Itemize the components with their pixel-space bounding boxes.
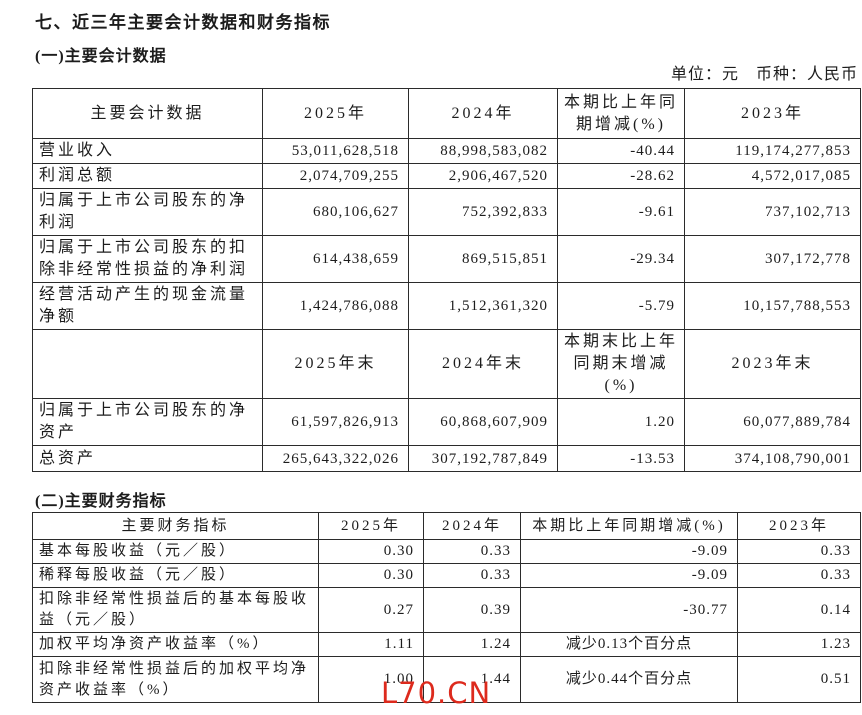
cell-2024: 88,998,583,082: [408, 138, 558, 164]
cell-2024: 0.39: [423, 587, 521, 633]
page-title: 七、近三年主要会计数据和财务指标: [35, 13, 331, 32]
cell-2024: 1.24: [423, 632, 521, 657]
cell-2025: 53,011,628,518: [262, 138, 409, 164]
section2-heading: (二)主要财务指标: [35, 493, 167, 510]
cell-2023: 1.23: [737, 632, 861, 657]
cell-change: -9.61: [557, 188, 685, 236]
cell-2024: 752,392,833: [408, 188, 558, 236]
cell-2025: 265,643,322,026: [262, 445, 409, 472]
table-row: 归属于上市公司股东的净利润 680,106,627 752,392,833 -9…: [32, 188, 861, 236]
cell-2023: 4,572,017,085: [684, 163, 861, 189]
cell-2025: 0.30: [318, 539, 424, 564]
cell-2023: 307,172,778: [684, 235, 861, 283]
table-row: 扣除非经常性损益后的加权平均净资产收益率（%） 1.00 1.44 减少0.44…: [32, 656, 861, 703]
table-row: 归属于上市公司股东的扣除非经常性损益的净利润 614,438,659 869,5…: [32, 235, 861, 283]
watermark-text: L70.CN: [381, 676, 492, 710]
row-label: 加权平均净资产收益率（%）: [32, 632, 319, 657]
cell-2024: 1,512,361,320: [408, 282, 558, 330]
cell-2023: 60,077,889,784: [684, 398, 861, 446]
cell-2025: 614,438,659: [262, 235, 409, 283]
row-label: 总资产: [32, 445, 263, 472]
column-header: 本期比上年同期增减(%): [520, 512, 738, 540]
column-header: 本期末比上年同期末增减(%): [557, 329, 685, 399]
cell-2024: 0.33: [423, 563, 521, 588]
cell-2025: 1.00: [318, 656, 424, 703]
accounting-data-table: 主要会计数据 2025年 2024年 本期比上年同期增减(%) 2023年 营业…: [32, 88, 861, 472]
table-row: 归属于上市公司股东的净资产 61,597,826,913 60,868,607,…: [32, 398, 861, 446]
cell-change: -30.77: [520, 587, 738, 633]
cell-2024: 1.44: [423, 656, 521, 703]
cell-2024: 869,515,851: [408, 235, 558, 283]
cell-2024: 307,192,787,849: [408, 445, 558, 472]
column-header: 2025年: [262, 88, 409, 139]
column-header: 主要会计数据: [32, 88, 263, 139]
table-row: 总资产 265,643,322,026 307,192,787,849 -13.…: [32, 445, 861, 472]
table-subheader-row: 2025年末 2024年末 本期末比上年同期末增减(%) 2023年末: [32, 329, 861, 399]
cell-2023: 119,174,277,853: [684, 138, 861, 164]
cell-2025: 1,424,786,088: [262, 282, 409, 330]
cell-change: 减少0.44个百分点: [520, 656, 738, 703]
cell-2024: 2,906,467,520: [408, 163, 558, 189]
cell-change: -28.62: [557, 163, 685, 189]
row-label: 营业收入: [32, 138, 263, 164]
table-row: 利润总额 2,074,709,255 2,906,467,520 -28.62 …: [32, 163, 861, 189]
financial-indicators-table: 主要财务指标 2025年 2024年 本期比上年同期增减(%) 2023年 基本…: [32, 512, 861, 703]
cell-change: -5.79: [557, 282, 685, 330]
table-header-row: 主要会计数据 2025年 2024年 本期比上年同期增减(%) 2023年: [32, 88, 861, 139]
table-header-row: 主要财务指标 2025年 2024年 本期比上年同期增减(%) 2023年: [32, 512, 861, 540]
cell-2025: 1.11: [318, 632, 424, 657]
row-label: 经营活动产生的现金流量净额: [32, 282, 263, 330]
cell-change: -13.53: [557, 445, 685, 472]
table-row: 营业收入 53,011,628,518 88,998,583,082 -40.4…: [32, 138, 861, 164]
unit-note: 单位：元 币种：人民币: [670, 66, 858, 83]
row-label: 基本每股收益（元／股）: [32, 539, 319, 564]
cell-2025: 61,597,826,913: [262, 398, 409, 446]
cell-2023: 737,102,713: [684, 188, 861, 236]
column-header: 2024年末: [408, 329, 558, 399]
row-label: 稀释每股收益（元／股）: [32, 563, 319, 588]
section1-heading: (一)主要会计数据: [35, 48, 167, 65]
cell-2023: 374,108,790,001: [684, 445, 861, 472]
cell-2023: 0.33: [737, 563, 861, 588]
cell-2024: 60,868,607,909: [408, 398, 558, 446]
table-row: 稀释每股收益（元／股） 0.30 0.33 -9.09 0.33: [32, 563, 861, 588]
row-label: 归属于上市公司股东的净资产: [32, 398, 263, 446]
column-header: 2025年末: [262, 329, 409, 399]
row-label: 扣除非经常性损益后的基本每股收益（元／股）: [32, 587, 319, 633]
column-header: 2024年: [423, 512, 521, 540]
column-header: 本期比上年同期增减(%): [557, 88, 685, 139]
table-row: 基本每股收益（元／股） 0.30 0.33 -9.09 0.33: [32, 539, 861, 564]
cell-2023: 10,157,788,553: [684, 282, 861, 330]
cell-2025: 0.27: [318, 587, 424, 633]
row-label: 归属于上市公司股东的净利润: [32, 188, 263, 236]
column-header: 2024年: [408, 88, 558, 139]
cell-change: -9.09: [520, 539, 738, 564]
cell-change: -29.34: [557, 235, 685, 283]
cell-2025: 0.30: [318, 563, 424, 588]
cell-change: 1.20: [557, 398, 685, 446]
cell-2025: 2,074,709,255: [262, 163, 409, 189]
cell-2025: 680,106,627: [262, 188, 409, 236]
cell-2023: 0.14: [737, 587, 861, 633]
cell-2023: 0.33: [737, 539, 861, 564]
column-header: 主要财务指标: [32, 512, 319, 540]
column-header: 2025年: [318, 512, 424, 540]
column-header: 2023年末: [684, 329, 861, 399]
row-label: 归属于上市公司股东的扣除非经常性损益的净利润: [32, 235, 263, 283]
column-header: [32, 329, 263, 399]
cell-2024: 0.33: [423, 539, 521, 564]
cell-change: -40.44: [557, 138, 685, 164]
table-row: 扣除非经常性损益后的基本每股收益（元／股） 0.27 0.39 -30.77 0…: [32, 587, 861, 633]
row-label: 扣除非经常性损益后的加权平均净资产收益率（%）: [32, 656, 319, 703]
cell-2023: 0.51: [737, 656, 861, 703]
column-header: 2023年: [684, 88, 861, 139]
table-row: 加权平均净资产收益率（%） 1.11 1.24 减少0.13个百分点 1.23: [32, 632, 861, 657]
row-label: 利润总额: [32, 163, 263, 189]
table-row: 经营活动产生的现金流量净额 1,424,786,088 1,512,361,32…: [32, 282, 861, 330]
cell-change: -9.09: [520, 563, 738, 588]
column-header: 2023年: [737, 512, 861, 540]
cell-change: 减少0.13个百分点: [520, 632, 738, 657]
